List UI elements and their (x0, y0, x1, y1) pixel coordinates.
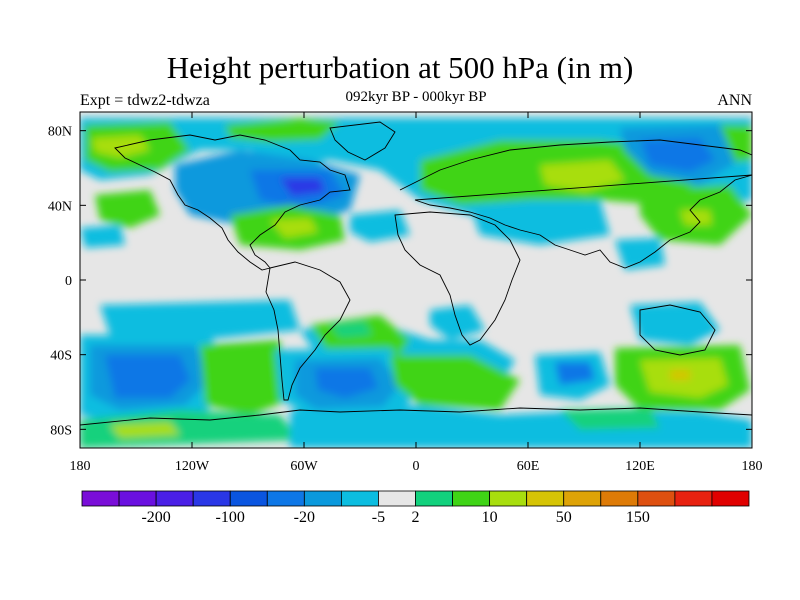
field-patch (105, 355, 190, 398)
plot-title: Height perturbation at 500 hPa (in m) (166, 50, 634, 85)
field-patch (280, 178, 325, 196)
coastline-africa (394, 211, 521, 346)
lon-tick-label: 60E (517, 459, 540, 474)
field-patch (670, 370, 690, 380)
lat-tick-label: 80N (48, 125, 72, 140)
coastline-antarctica (80, 407, 752, 426)
lon-tick-label: 180 (742, 459, 763, 474)
field-patch (200, 340, 290, 415)
colorbar-box (229, 490, 268, 507)
coastline-north-america (114, 134, 351, 271)
experiment-label: Expt = tdwz2-tdwza (80, 92, 210, 109)
lon-tick-label: 180 (70, 459, 91, 474)
field-patch (630, 302, 720, 345)
field-patch (315, 368, 378, 398)
lat-tick-label: 40S (50, 349, 72, 364)
colorbar-box (192, 490, 231, 507)
colorbar-label: -5 (372, 509, 385, 526)
colorbar-box (266, 490, 305, 507)
field-patch (270, 218, 318, 238)
colorbar-label: 2 (412, 509, 420, 526)
season-label: ANN (717, 92, 752, 109)
field-patch (225, 118, 340, 142)
lat-tick-label: 80S (50, 423, 72, 438)
colorbar-label: 150 (626, 509, 650, 526)
field-patch (95, 190, 160, 228)
field-patch (555, 362, 595, 385)
colorbar-box (118, 490, 157, 507)
colorbar-label: -20 (294, 509, 315, 526)
colorbar-box (340, 490, 379, 507)
colorbar-box (378, 490, 416, 507)
colorbar-box (452, 490, 491, 507)
latitude-axis: 80N 40N 0 40S 80S (48, 125, 752, 438)
lon-tick-label: 120E (625, 459, 655, 474)
colorbar-label: 10 (482, 509, 498, 526)
field-patch (615, 238, 665, 270)
field-patch (390, 355, 520, 410)
colorbar-box (526, 490, 565, 507)
colorbar-box (637, 490, 676, 507)
field-patch (560, 408, 660, 430)
field-patch (470, 200, 610, 245)
colorbar-box (155, 490, 194, 507)
colorbar-box (711, 490, 750, 507)
lat-tick-label: 0 (65, 274, 72, 289)
colorbar-box (563, 490, 602, 507)
colorbar-box (674, 490, 713, 507)
field-patch (540, 160, 625, 192)
colorbar-box (600, 490, 639, 507)
field-patch (720, 125, 752, 162)
longitude-axis: 180 120W 60W 0 60E 120E 180 (70, 112, 763, 474)
lat-tick-label: 40N (48, 199, 72, 214)
coastline-greenland (329, 121, 396, 161)
field-patch (80, 225, 125, 248)
colorbar: -200 -100 -20 -5 2 10 50 150 (81, 490, 750, 526)
coastline-south-america (265, 261, 351, 401)
colorbar-box (489, 490, 528, 507)
field-patch (100, 300, 300, 340)
lon-tick-label: 0 (413, 459, 420, 474)
field-patch (330, 322, 372, 338)
coastline-australia (639, 304, 716, 356)
colorbar-box (81, 490, 120, 507)
colorbar-label: -100 (216, 509, 245, 526)
contour-field (80, 112, 752, 448)
lon-tick-label: 60W (290, 459, 318, 474)
colorbar-label: 50 (556, 509, 572, 526)
coastline-eurasia (399, 139, 752, 269)
coastlines (80, 121, 752, 426)
colorbar-box (303, 490, 342, 507)
lon-tick-label: 120W (175, 459, 210, 474)
colorbar-label: -200 (141, 509, 170, 526)
colorbar-box (415, 490, 453, 507)
field-patch (110, 422, 180, 438)
plot-subtitle: 092kyr BP - 000kyr BP (345, 89, 487, 105)
field-patch (640, 138, 715, 172)
